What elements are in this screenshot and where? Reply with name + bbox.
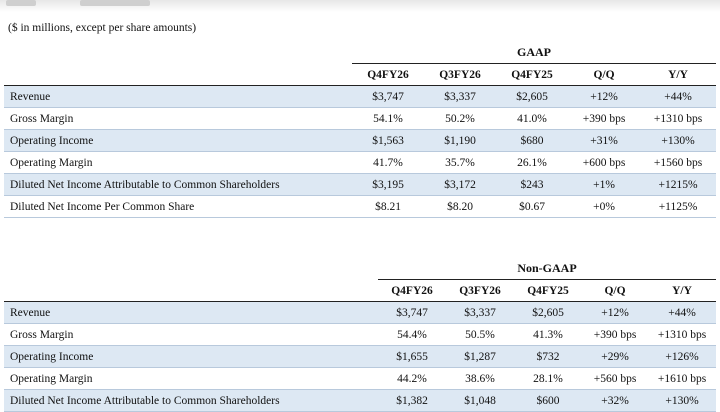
cell-value: $8.20 [424,195,496,218]
table-row: Operating Margin 44.2% 38.6% 28.1% +560 … [4,367,717,390]
column-header: Y/Y [640,63,717,86]
cell-value: 50.2% [424,107,496,130]
cell-value: 41.0% [496,107,568,130]
table-row: Revenue $3,747 $3,337 $2,605 +12% +44% [4,85,717,108]
row-label: Gross Margin [4,107,352,130]
row-label: Diluted Net Income Attributable to Commo… [4,173,352,196]
cell-value: $732 [514,345,582,368]
cell-value: +390 bps [582,323,648,346]
cell-value: +1310 bps [640,107,717,130]
table-row: Gross Margin 54.4% 50.5% 41.3% +390 bps … [4,323,717,346]
cell-value: +32% [582,389,648,412]
cell-value: $3,747 [378,301,446,324]
cell-value: $600 [514,389,582,412]
table-row: Diluted Net Income Attributable to Commo… [4,389,717,412]
column-header: Q4FY26 [378,279,446,302]
cell-value: 28.1% [514,367,582,390]
cell-value: $3,195 [352,173,424,196]
cell-value: 50.5% [446,323,514,346]
cell-value: +390 bps [568,107,640,130]
non-gaap-column-header-row: Q4FY26 Q3FY26 Q4FY25 Q/Q Y/Y [4,279,717,302]
cell-value: $0.67 [496,195,568,218]
cell-value: $3,172 [424,173,496,196]
gaap-column-header-row: Q4FY26 Q3FY26 Q4FY25 Q/Q Y/Y [4,63,717,86]
non-gaap-table: Non-GAAP Q4FY26 Q3FY26 Q4FY25 Q/Q Y/Y Re… [4,258,717,412]
cell-value: 41.3% [514,323,582,346]
column-header: Q/Q [568,63,640,86]
cell-value: $1,382 [378,389,446,412]
table-row: Diluted Net Income Attributable to Commo… [4,173,717,196]
table-row: Diluted Net Income Per Common Share $8.2… [4,195,717,218]
row-label: Diluted Net Income Per Common Share [4,195,352,218]
column-header: Q4FY26 [352,63,424,86]
column-header: Q3FY26 [446,279,514,302]
cell-value: +12% [582,301,648,324]
cell-value: +29% [582,345,648,368]
non-gaap-group-header-row: Non-GAAP [4,258,717,280]
cell-value: +12% [568,85,640,108]
column-header: Q4FY25 [514,279,582,302]
cell-value: +31% [568,129,640,152]
cell-value: +600 bps [568,151,640,174]
cropped-text-fragment [80,0,150,6]
cell-value: 38.6% [446,367,514,390]
cell-value: 35.7% [424,151,496,174]
cell-value: $3,337 [424,85,496,108]
gaap-group-label: GAAP [352,42,717,64]
table-row: Operating Income $1,655 $1,287 $732 +29%… [4,345,717,368]
cell-value: 54.4% [378,323,446,346]
cell-value: +1125% [640,195,717,218]
cell-value: $1,655 [378,345,446,368]
cell-value: $3,747 [352,85,424,108]
cell-value: $1,287 [446,345,514,368]
cell-value: +130% [648,389,717,412]
cell-value: 26.1% [496,151,568,174]
table-row: Gross Margin 54.1% 50.2% 41.0% +390 bps … [4,107,717,130]
row-label: Gross Margin [4,323,378,346]
gaap-table: GAAP Q4FY26 Q3FY26 Q4FY25 Q/Q Y/Y Revenu… [4,42,717,218]
row-label: Operating Margin [4,367,378,390]
non-gaap-group-label: Non-GAAP [378,258,717,280]
cell-value: +130% [640,129,717,152]
table-row: Operating Income $1,563 $1,190 $680 +31%… [4,129,717,152]
cell-value: $2,605 [514,301,582,324]
column-header: Q3FY26 [424,63,496,86]
cell-value: +1% [568,173,640,196]
table-row: Revenue $3,747 $3,337 $2,605 +12% +44% [4,301,717,324]
row-label: Operating Income [4,345,378,368]
top-cropped-heading [0,0,720,12]
cell-value: $2,605 [496,85,568,108]
cropped-text-fragment [6,0,36,6]
row-label: Revenue [4,301,378,324]
cell-value: 44.2% [378,367,446,390]
row-label: Diluted Net Income Attributable to Commo… [4,389,378,412]
cell-value: +126% [648,345,717,368]
cell-value: $680 [496,129,568,152]
table-row: Operating Margin 41.7% 35.7% 26.1% +600 … [4,151,717,174]
cell-value: $1,048 [446,389,514,412]
row-label: Operating Income [4,129,352,152]
cell-value: +0% [568,195,640,218]
cell-value: +1215% [640,173,717,196]
cell-value: +1610 bps [648,367,717,390]
cell-value: $243 [496,173,568,196]
gaap-group-header-row: GAAP [4,42,717,64]
cell-value: +44% [640,85,717,108]
cell-value: +1310 bps [648,323,717,346]
cell-value: +44% [648,301,717,324]
column-header: Q4FY25 [496,63,568,86]
cell-value: $3,337 [446,301,514,324]
cell-value: 54.1% [352,107,424,130]
row-label: Operating Margin [4,151,352,174]
cell-value: +560 bps [582,367,648,390]
units-note: ($ in millions, except per share amounts… [8,22,197,34]
cell-value: 41.7% [352,151,424,174]
cell-value: $1,563 [352,129,424,152]
column-header: Y/Y [648,279,717,302]
row-label: Revenue [4,85,352,108]
cell-value: $1,190 [424,129,496,152]
cell-value: $8.21 [352,195,424,218]
cell-value: +1560 bps [640,151,717,174]
column-header: Q/Q [582,279,648,302]
